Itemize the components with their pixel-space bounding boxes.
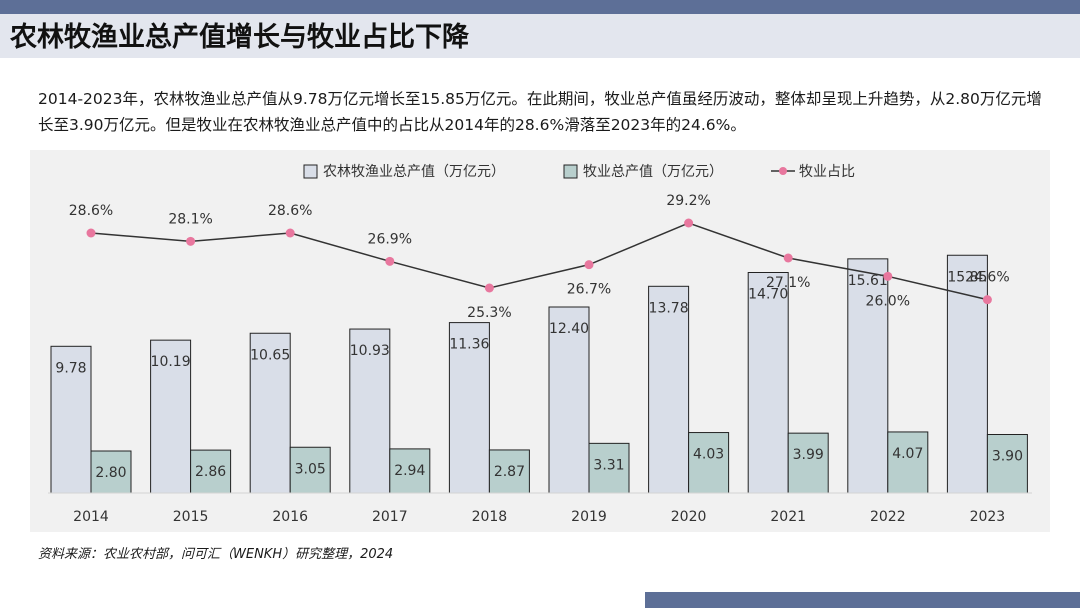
ratio-marker	[584, 260, 594, 270]
ratio-marker	[385, 256, 395, 266]
x-tick-label: 2022	[870, 509, 906, 525]
source-note: 资料来源：农业农村部，问可汇（WENKH）研究整理，2024	[38, 547, 394, 562]
legend-livestock-swatch	[563, 164, 578, 179]
total-value-label: 9.78	[55, 360, 86, 376]
total-value-label: 15.61	[848, 273, 888, 289]
livestock-bar	[986, 434, 1028, 494]
x-tick-label: 2016	[272, 509, 308, 525]
total-bar	[150, 339, 192, 494]
livestock-value-label: 3.31	[593, 457, 624, 473]
ratio-marker	[86, 228, 96, 238]
ratio-value-label: 29.2%	[666, 193, 710, 209]
ratio-marker	[684, 218, 694, 228]
ratio-marker	[484, 283, 494, 293]
total-value-label: 13.78	[649, 300, 689, 316]
ratio-value-label: 27.1%	[766, 275, 810, 291]
total-bar	[50, 345, 92, 494]
livestock-value-label: 2.86	[195, 464, 226, 480]
legend-ratio-marker	[779, 167, 787, 175]
x-tick-label: 2017	[372, 509, 408, 525]
total-bar	[946, 254, 988, 494]
total-value-label: 12.40	[549, 321, 589, 337]
livestock-value-label: 4.03	[693, 447, 724, 463]
combo-chart: 9.78 2.80 2014 10.19 2.86 2015 10.65 3.05 2016 10…	[48, 164, 1032, 525]
total-bar	[349, 328, 391, 494]
livestock-value-label: 2.94	[394, 463, 425, 479]
bottom-accent-band	[645, 592, 1080, 608]
x-tick-label: 2020	[671, 509, 707, 525]
ratio-value-label: 26.9%	[368, 231, 412, 247]
ratio-value-label: 28.6%	[268, 203, 312, 219]
livestock-value-label: 2.80	[95, 465, 126, 481]
livestock-bar	[688, 432, 730, 494]
x-tick-label: 2021	[770, 509, 806, 525]
ratio-marker	[285, 228, 295, 238]
x-tick-label: 2014	[73, 509, 109, 525]
total-bar	[747, 272, 789, 494]
livestock-value-label: 3.99	[793, 447, 824, 463]
total-value-label: 15.85	[947, 269, 987, 285]
legend-total-swatch	[303, 164, 318, 179]
ratio-value-label: 28.1%	[168, 211, 212, 227]
livestock-bar	[787, 432, 829, 494]
ratio-marker	[783, 253, 793, 263]
total-value-label: 14.70	[748, 287, 788, 303]
ratio-marker	[982, 295, 992, 305]
total-bar	[448, 322, 490, 494]
livestock-bar	[90, 450, 132, 494]
ratio-marker	[883, 271, 893, 281]
legend-total-label: 农林牧渔业总产值（万亿元）	[323, 164, 505, 180]
total-value-label: 10.93	[350, 343, 390, 359]
ratio-line	[90, 222, 988, 301]
legend-ratio-label: 牧业占比	[799, 164, 855, 180]
x-tick-label: 2018	[472, 509, 508, 525]
total-value-label: 11.36	[449, 337, 489, 353]
legend-livestock-label: 牧业总产值（万亿元）	[583, 164, 723, 180]
x-tick-label: 2023	[970, 509, 1006, 525]
livestock-value-label: 2.87	[494, 464, 525, 480]
ratio-value-label: 26.0%	[866, 293, 910, 309]
livestock-value-label: 4.07	[892, 446, 923, 462]
livestock-bar	[588, 442, 630, 494]
livestock-value-label: 3.90	[992, 449, 1023, 465]
total-value-label: 10.65	[250, 347, 290, 363]
ratio-value-label: 28.6%	[69, 203, 113, 219]
total-value-label: 10.19	[151, 354, 191, 370]
livestock-value-label: 3.05	[295, 461, 326, 477]
total-bar	[847, 258, 889, 494]
livestock-bar	[887, 431, 929, 494]
page-title: 农林牧渔业总产值增长与牧业占比下降	[10, 22, 469, 53]
x-tick-label: 2019	[571, 509, 607, 525]
ratio-value-label: 24.6%	[965, 270, 1009, 286]
x-tick-label: 2015	[173, 509, 209, 525]
total-bar	[648, 285, 690, 494]
ratio-value-label: 26.7%	[567, 282, 611, 298]
title-bar	[0, 14, 1080, 58]
chart-panel: 9.78 2.80 2014 10.19 2.86 2015 10.65 3.05 2016 10…	[30, 150, 1050, 532]
livestock-bar	[389, 448, 431, 494]
summary-paragraph: 2014-2023年，农林牧渔业总产值从9.78万亿元增长至15.85万亿元。在…	[38, 90, 1042, 134]
top-accent-band	[0, 0, 1080, 14]
livestock-bar	[488, 449, 530, 494]
ratio-marker	[186, 236, 196, 246]
ratio-value-label: 25.3%	[467, 305, 511, 321]
